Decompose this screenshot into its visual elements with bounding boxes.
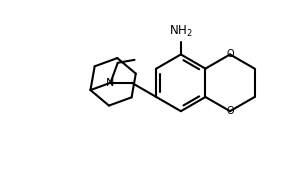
Text: O: O xyxy=(226,49,234,60)
Text: NH$_2$: NH$_2$ xyxy=(169,24,193,39)
Text: O: O xyxy=(226,106,234,116)
Text: N: N xyxy=(106,78,115,88)
